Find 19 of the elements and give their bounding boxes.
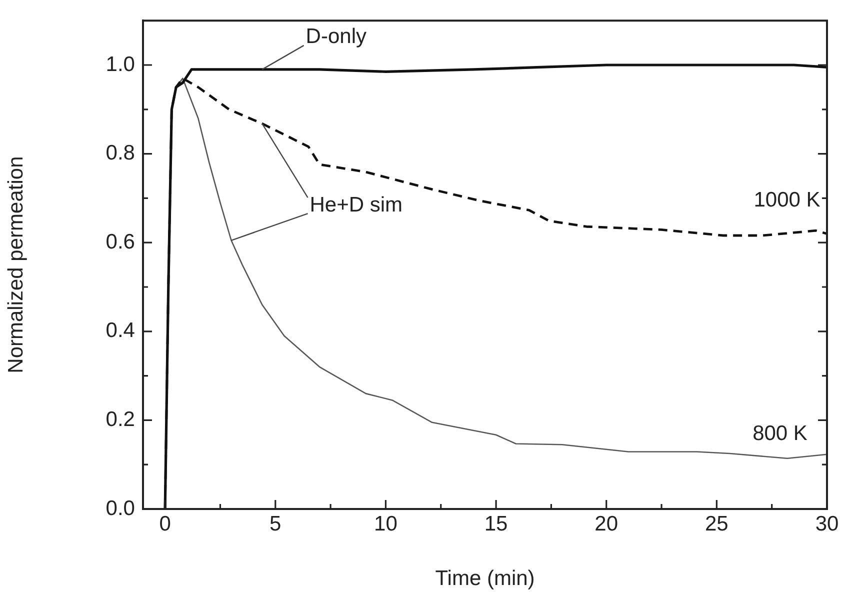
y-tick-label: 0.6 <box>106 230 135 254</box>
series-label: 800 K <box>752 422 808 446</box>
x-tick-label: 15 <box>484 512 508 536</box>
y-tick-label: 0.0 <box>106 496 135 520</box>
x-tick-label: 10 <box>374 512 398 536</box>
x-axis-title: Time (min) <box>435 567 535 590</box>
annotation: He+D sim <box>310 193 403 216</box>
y-tick-label: 1.0 <box>106 52 135 76</box>
x-tick-label: 0 <box>159 512 171 536</box>
x-tick-label: 30 <box>815 512 839 536</box>
x-tick-label: 25 <box>705 512 728 536</box>
y-tick-label: 0.8 <box>106 142 135 165</box>
y-tick-label: 0.2 <box>106 408 135 431</box>
x-tick-label: 20 <box>594 512 618 536</box>
y-tick-label: 0.4 <box>106 319 136 342</box>
series-label: D-only <box>306 25 367 48</box>
series-label: 1000 K <box>754 188 820 212</box>
x-tick-label: 5 <box>270 512 282 536</box>
y-axis-title: Normalized permeation <box>4 156 28 374</box>
